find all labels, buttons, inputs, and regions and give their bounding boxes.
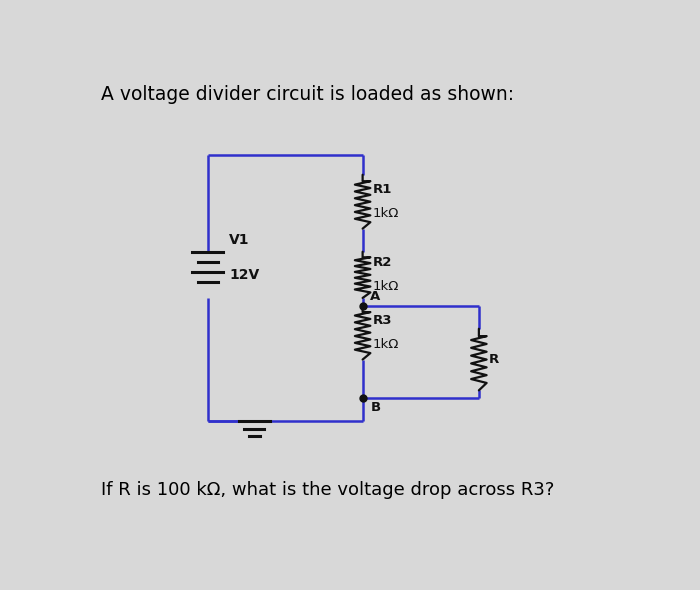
Text: 1kΩ: 1kΩ xyxy=(372,207,399,220)
Text: A: A xyxy=(370,290,381,303)
Text: R3: R3 xyxy=(372,314,392,327)
Text: R2: R2 xyxy=(372,257,392,270)
Text: 1kΩ: 1kΩ xyxy=(372,338,399,351)
Text: B: B xyxy=(370,401,381,414)
Text: 1kΩ: 1kΩ xyxy=(372,280,399,293)
Text: If R is 100 kΩ, what is the voltage drop across R3?: If R is 100 kΩ, what is the voltage drop… xyxy=(102,481,555,500)
Text: R: R xyxy=(489,353,499,366)
Text: R1: R1 xyxy=(372,183,392,196)
Text: 12V: 12V xyxy=(230,268,260,282)
Text: V1: V1 xyxy=(230,233,250,247)
Text: A voltage divider circuit is loaded as shown:: A voltage divider circuit is loaded as s… xyxy=(102,84,514,104)
